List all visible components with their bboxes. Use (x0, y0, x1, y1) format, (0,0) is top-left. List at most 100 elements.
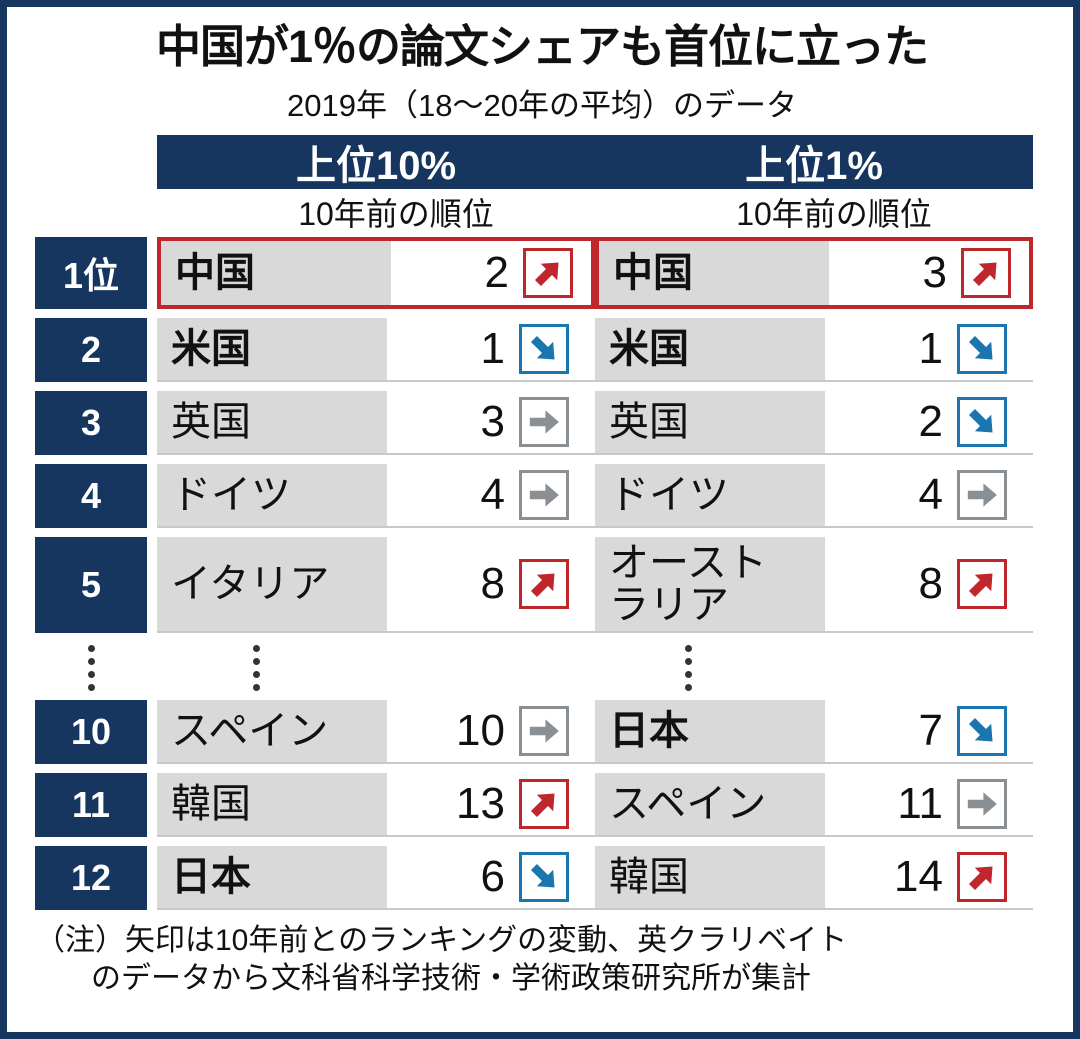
country-name: オースト ラリア (595, 536, 825, 631)
up-arrow-icon (957, 851, 1007, 902)
up-arrow-icon (523, 247, 573, 298)
ellipsis-dots-icon (87, 644, 95, 691)
previous-rank-value: 10 (456, 705, 505, 755)
country-name: 中国 (161, 240, 391, 305)
ellipsis-cell (613, 644, 1051, 691)
country-name: 韓国 (157, 772, 387, 835)
flat-arrow-icon (957, 778, 1007, 829)
country-name: 韓国 (595, 845, 825, 908)
flat-arrow-icon (957, 469, 1007, 520)
country-name: 米国 (595, 317, 825, 380)
table-row: 11 韓国 13 スペイン 11 (35, 772, 1049, 837)
previous-rank-value: 13 (456, 778, 505, 828)
rank-badge: 12 (35, 845, 147, 910)
rank-badge: 3 (35, 390, 147, 455)
country-name: 英国 (595, 390, 825, 453)
rank-badge: 11 (35, 772, 147, 837)
flat-arrow-icon (519, 396, 569, 447)
previous-rank-value: 2 (484, 247, 509, 297)
flat-arrow-icon (519, 705, 569, 756)
up-arrow-icon (519, 558, 569, 609)
subtitle: 2019年（18～20年の平均）のデータ (287, 87, 797, 123)
ranking-rows: 1位 中国 2 中国 3 2 米国 1 米国 1 3 英国 3 英国 2 4 ドイツ 4 ドイツ 4 5 イタリア 8 オース… (35, 236, 1049, 910)
country-name: スペイン (157, 699, 387, 762)
country-row-cell: 英国 2 (595, 390, 1033, 455)
column-headers: 上位10% 上位1% (35, 134, 1049, 189)
ellipsis-dots-icon (685, 644, 692, 691)
footnote-line1: （注）矢印は10年前とのランキングの変動、英クラリベイト (35, 923, 848, 957)
down-arrow-icon (957, 705, 1007, 756)
country-row-cell: 韓国 14 (595, 845, 1033, 910)
country-row-cell: 中国 2 (157, 236, 595, 309)
country-name: 日本 (157, 845, 387, 908)
previous-rank-value: 4 (918, 469, 943, 519)
column-header-top1pct: 上位1% (595, 134, 1033, 189)
column-subheaders: 10年前の順位 10年前の順位 (35, 189, 1049, 235)
table-row: 2 米国 1 米国 1 (35, 317, 1049, 382)
subheader-right: 10年前の順位 (736, 195, 932, 232)
up-arrow-icon (957, 558, 1007, 609)
rank-badge: 4 (35, 463, 147, 528)
country-row-cell: 米国 1 (157, 317, 595, 382)
previous-rank-value: 3 (480, 396, 505, 446)
down-arrow-icon (519, 851, 569, 902)
subheader-spacer (35, 189, 157, 235)
country-row-cell: ドイツ 4 (595, 463, 1033, 528)
country-row-cell: 米国 1 (595, 317, 1033, 382)
country-name: 日本 (595, 699, 825, 762)
rank-badge: 2 (35, 317, 147, 382)
country-row-cell: イタリア 8 (157, 536, 595, 633)
down-arrow-icon (957, 396, 1007, 447)
country-name: 中国 (599, 240, 829, 305)
country-row-cell: スペイン 11 (595, 772, 1033, 837)
country-row-cell: 日本 6 (157, 845, 595, 910)
ellipsis-dots-icon (253, 644, 260, 691)
down-arrow-icon (519, 323, 569, 374)
country-row-cell: 英国 3 (157, 390, 595, 455)
country-row-cell: 日本 7 (595, 699, 1033, 764)
table-row: 5 イタリア 8 オースト ラリア 8 (35, 536, 1049, 633)
previous-rank-value: 14 (894, 851, 943, 901)
country-name: ドイツ (595, 463, 825, 526)
up-arrow-icon (519, 778, 569, 829)
footnote-line2: のデータから文科省科学技術・学術政策研究所が集計 (91, 962, 811, 996)
country-row-cell: オースト ラリア 8 (595, 536, 1033, 633)
flat-arrow-icon (519, 469, 569, 520)
table-row: 10 スペイン 10 日本 7 (35, 699, 1049, 764)
ellipsis-cell (35, 644, 147, 691)
previous-rank-value: 8 (480, 558, 505, 608)
previous-rank-value: 8 (918, 558, 943, 608)
table-row: 4 ドイツ 4 ドイツ 4 (35, 463, 1049, 528)
country-name: 英国 (157, 390, 387, 453)
previous-rank-value: 1 (918, 323, 943, 373)
previous-rank-value: 7 (918, 705, 943, 755)
previous-rank-value: 3 (922, 247, 947, 297)
previous-rank-value: 2 (918, 396, 943, 446)
country-name: イタリア (157, 536, 387, 631)
table-row: 1位 中国 2 中国 3 (35, 236, 1049, 309)
previous-rank-value: 6 (480, 851, 505, 901)
country-row-cell: 中国 3 (595, 236, 1033, 309)
rank-badge: 1位 (35, 236, 147, 309)
country-row-cell: 韓国 13 (157, 772, 595, 837)
table-row: 12 日本 6 韓国 14 (35, 845, 1049, 910)
ellipsis-row (35, 642, 1049, 694)
subheader-left: 10年前の順位 (298, 195, 494, 232)
column-header-top10pct: 上位10% (157, 134, 595, 189)
up-arrow-icon (961, 247, 1011, 298)
footnote: （注）矢印は10年前とのランキングの変動、英クラリベイト のデータから文科省科学… (35, 922, 1049, 999)
country-row-cell: スペイン 10 (157, 699, 595, 764)
previous-rank-value: 11 (897, 778, 943, 828)
country-name: スペイン (595, 772, 825, 835)
page-title: 中国が1％の論文シェアも首位に立った (155, 21, 929, 72)
header-spacer (35, 135, 157, 189)
down-arrow-icon (957, 323, 1007, 374)
previous-rank-value: 4 (480, 469, 505, 519)
previous-rank-value: 1 (480, 323, 505, 373)
rank-badge: 10 (35, 699, 147, 764)
rank-badge: 5 (35, 536, 147, 633)
country-name: 米国 (157, 317, 387, 380)
country-name: ドイツ (157, 463, 387, 526)
ellipsis-cell (157, 644, 595, 691)
